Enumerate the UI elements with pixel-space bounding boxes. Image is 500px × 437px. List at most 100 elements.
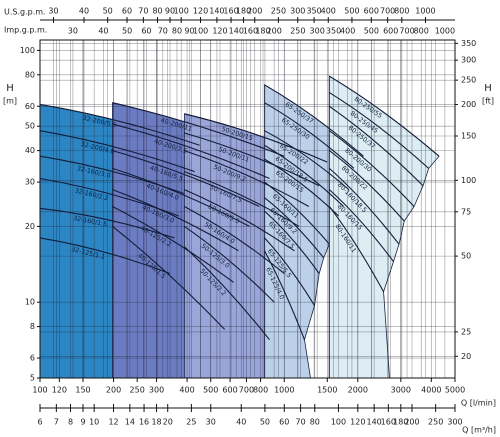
us-gpm-title: U.S.g.p.m. — [4, 8, 46, 17]
x3-tick-label: 70 — [138, 7, 148, 16]
x3-tick-label: 600 — [364, 7, 379, 16]
x4-tick-label: 250 — [290, 27, 305, 36]
x2-tick-label: 18 — [151, 418, 161, 427]
x-tick-label: 300 — [149, 386, 164, 395]
x3-tick-label: 100 — [174, 7, 189, 16]
x4-tick-label: 180 — [255, 27, 270, 36]
x2-tick-label: 16 — [139, 418, 149, 427]
pump-curve — [329, 150, 405, 222]
pump-curve — [184, 113, 328, 163]
y-tick-label: 50 — [25, 122, 35, 131]
x2-title: Q [m³/h] — [462, 426, 496, 435]
x4-tick-label: 700 — [399, 27, 414, 36]
pump-curve — [39, 103, 200, 146]
y-tick-label: 80 — [25, 70, 35, 79]
pump-curve — [264, 84, 364, 157]
y2-tick-label: 20 — [461, 352, 471, 361]
x2-tick-label: 40 — [236, 418, 246, 427]
y-tick-label: 40 — [25, 146, 35, 155]
x-tick-label: 100 — [32, 386, 47, 395]
x2-tick-label: 9 — [80, 418, 85, 427]
pump-curve — [112, 205, 234, 283]
pump-curve — [112, 225, 226, 330]
pump-curve — [184, 246, 270, 340]
pump-curve — [112, 150, 260, 207]
x2-tick-label: 6 — [37, 418, 42, 427]
x4-tick-label: 300 — [310, 27, 325, 36]
x4-tick-label: 140 — [229, 27, 244, 36]
x3-tick-label: 700 — [380, 7, 395, 16]
pump-curve — [39, 207, 175, 239]
x4-tick-label: 60 — [141, 27, 151, 36]
pump-curve — [112, 167, 250, 227]
x-tick-label: 200 — [106, 386, 121, 395]
x-tick-label: 2000 — [348, 386, 368, 395]
y2-unit: [ft] — [482, 97, 494, 106]
x2-tick-label: 60 — [279, 418, 289, 427]
x2-tick-label: 160 — [381, 418, 396, 427]
pump-curve — [184, 225, 275, 303]
x-tick-label: 5000 — [445, 386, 465, 395]
x2-tick-label: 250 — [428, 418, 443, 427]
y-tick-label: 20 — [25, 222, 35, 231]
x-tick-label: 500 — [203, 386, 218, 395]
x4-tick-label: 40 — [98, 27, 108, 36]
pump-curve — [264, 210, 320, 274]
y2-tick-label: 50 — [461, 252, 471, 261]
pump-curve — [264, 250, 305, 340]
y-unit: [m] — [3, 97, 17, 106]
pump-curve — [264, 102, 355, 169]
y2-tick-label: 300 — [461, 56, 476, 65]
y2-tick-label: 100 — [461, 176, 476, 185]
x4-tick-label: 90 — [184, 27, 194, 36]
x2-tick-label: 25 — [186, 418, 196, 427]
pump-curve — [184, 132, 320, 187]
x2-tick-label: 70 — [296, 418, 306, 427]
y2-tick-label: 150 — [461, 131, 476, 140]
plot-border — [39, 39, 456, 379]
x3-tick-label: 40 — [79, 7, 89, 16]
x-tick-label: 120 — [52, 386, 67, 395]
pump-curve — [112, 189, 239, 252]
x-tick-label: 150 — [75, 386, 90, 395]
x4-tick-label: 70 — [158, 27, 168, 36]
pump-curve — [264, 144, 345, 207]
pump-curve — [264, 130, 350, 191]
pump-curve — [329, 75, 440, 157]
pump-curve — [184, 171, 300, 227]
y-tick-label: 10 — [25, 298, 35, 307]
x2-tick-label: 120 — [350, 418, 365, 427]
pump-curve — [39, 130, 195, 173]
y2-tick-label: 350 — [461, 39, 476, 48]
x3-tick-label: 200 — [247, 7, 262, 16]
x4-tick-label: 500 — [364, 27, 379, 36]
y-tick-label: 100 — [20, 46, 35, 55]
x3-tick-label: 180 — [236, 7, 251, 16]
x-tick-label: 400 — [179, 386, 194, 395]
y-title: H — [6, 83, 14, 94]
x4-tick-label: 30 — [68, 27, 78, 36]
y2-tick-label: 25 — [461, 327, 471, 336]
x3-tick-label: 1000 — [415, 7, 435, 16]
y2-tick-label: 250 — [461, 76, 476, 85]
x4-tick-label: 160 — [243, 27, 258, 36]
x2-tick-label: 180 — [393, 418, 408, 427]
x4-tick-label: 50 — [122, 27, 132, 36]
x3-tick-label: 140 — [209, 7, 224, 16]
x2-tick-label: 200 — [404, 418, 419, 427]
pump-curve — [112, 123, 270, 179]
pump-curve — [329, 130, 415, 207]
imp-gpm-title: Imp.g.p.m. — [4, 26, 47, 35]
y-tick-label: 5 — [30, 374, 35, 383]
x4-tick-label: 80 — [172, 27, 182, 36]
x3-tick-label: 500 — [344, 7, 359, 16]
y2-tick-label: 75 — [461, 207, 471, 216]
x3-tick-label: 160 — [223, 7, 238, 16]
x4-tick-label: 600 — [383, 27, 398, 36]
x2-tick-label: 30 — [206, 418, 216, 427]
y-tick-label: 6 — [30, 354, 35, 363]
pump-curve — [329, 92, 430, 169]
x2-tick-label: 80 — [310, 418, 320, 427]
x4-tick-label: 400 — [340, 27, 355, 36]
